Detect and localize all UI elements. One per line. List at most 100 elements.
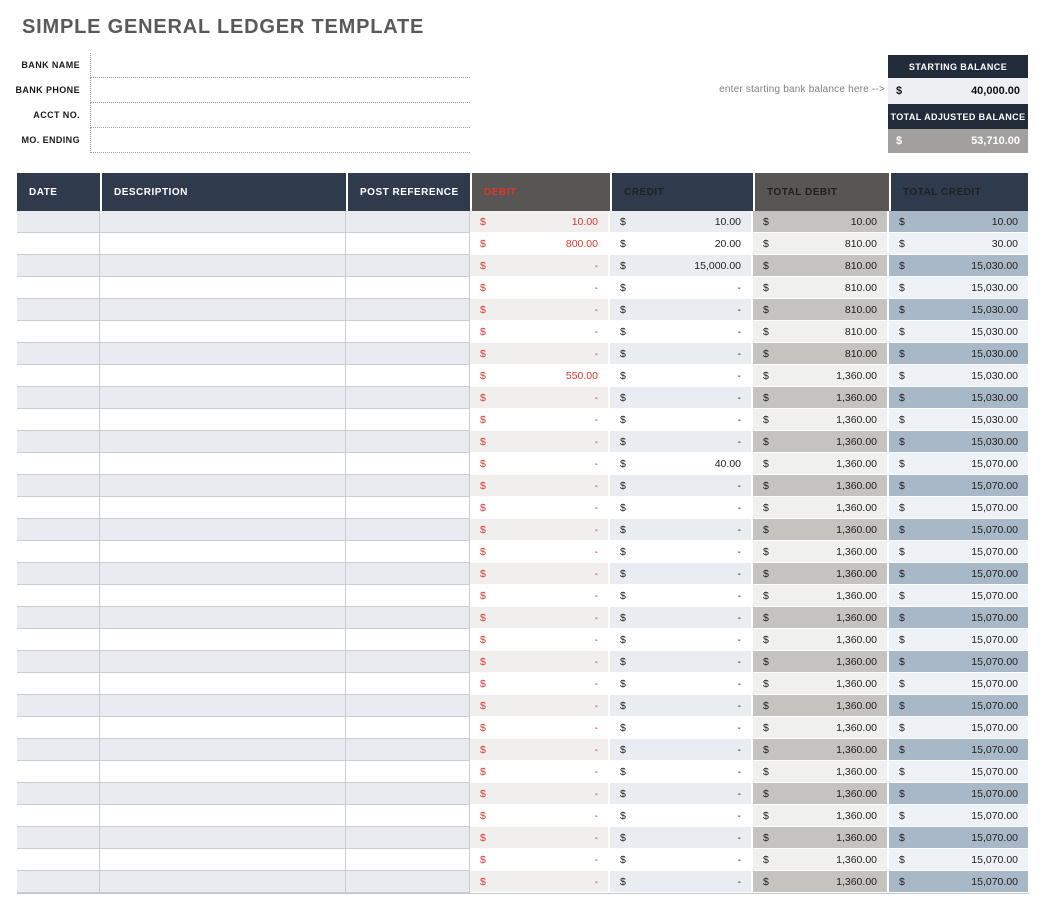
- ledger-cell-credit[interactable]: $ -: [610, 497, 753, 519]
- ledger-cell-date[interactable]: [17, 321, 100, 343]
- ledger-cell-post-reference[interactable]: [346, 871, 470, 893]
- ledger-cell-post-reference[interactable]: [346, 387, 470, 409]
- ledger-cell-description[interactable]: [100, 519, 346, 541]
- ledger-cell-post-reference[interactable]: [346, 563, 470, 585]
- ledger-cell-total-debit[interactable]: $810.00: [753, 321, 889, 343]
- ledger-cell-debit[interactable]: $ -: [470, 541, 610, 563]
- ledger-cell-total-credit[interactable]: $15,070.00: [889, 607, 1028, 629]
- ledger-cell-total-debit[interactable]: $1,360.00: [753, 365, 889, 387]
- ledger-cell-description[interactable]: [100, 475, 346, 497]
- ledger-cell-post-reference[interactable]: [346, 541, 470, 563]
- ledger-cell-date[interactable]: [17, 607, 100, 629]
- ledger-cell-date[interactable]: [17, 299, 100, 321]
- ledger-cell-description[interactable]: [100, 871, 346, 893]
- ledger-cell-total-debit[interactable]: $1,360.00: [753, 475, 889, 497]
- ledger-cell-total-debit[interactable]: $1,360.00: [753, 607, 889, 629]
- ledger-cell-description[interactable]: [100, 827, 346, 849]
- ledger-cell-total-debit[interactable]: $1,360.00: [753, 387, 889, 409]
- ledger-cell-description[interactable]: [100, 739, 346, 761]
- ledger-cell-description[interactable]: [100, 233, 346, 255]
- ledger-cell-total-credit[interactable]: $15,070.00: [889, 739, 1028, 761]
- ledger-cell-credit[interactable]: $ -: [610, 387, 753, 409]
- ledger-cell-post-reference[interactable]: [346, 299, 470, 321]
- ledger-cell-date[interactable]: [17, 541, 100, 563]
- acct-no-input[interactable]: [90, 103, 470, 128]
- ledger-cell-credit[interactable]: $15,000.00: [610, 255, 753, 277]
- ledger-cell-post-reference[interactable]: [346, 233, 470, 255]
- ledger-cell-total-debit[interactable]: $1,360.00: [753, 673, 889, 695]
- ledger-cell-total-debit[interactable]: $1,360.00: [753, 629, 889, 651]
- ledger-cell-description[interactable]: [100, 365, 346, 387]
- ledger-cell-date[interactable]: [17, 409, 100, 431]
- ledger-cell-total-credit[interactable]: $15,070.00: [889, 519, 1028, 541]
- ledger-cell-credit[interactable]: $40.00: [610, 453, 753, 475]
- ledger-cell-total-debit[interactable]: $1,360.00: [753, 519, 889, 541]
- ledger-cell-debit[interactable]: $ -: [470, 321, 610, 343]
- ledger-cell-date[interactable]: [17, 563, 100, 585]
- ledger-cell-total-debit[interactable]: $1,360.00: [753, 585, 889, 607]
- ledger-cell-credit[interactable]: $ -: [610, 277, 753, 299]
- ledger-cell-post-reference[interactable]: [346, 673, 470, 695]
- ledger-cell-date[interactable]: [17, 365, 100, 387]
- ledger-cell-description[interactable]: [100, 387, 346, 409]
- ledger-cell-date[interactable]: [17, 717, 100, 739]
- ledger-cell-description[interactable]: [100, 673, 346, 695]
- ledger-cell-credit[interactable]: $ -: [610, 519, 753, 541]
- ledger-cell-total-credit[interactable]: $15,070.00: [889, 651, 1028, 673]
- ledger-cell-credit[interactable]: $ -: [610, 717, 753, 739]
- ledger-cell-description[interactable]: [100, 849, 346, 871]
- ledger-cell-post-reference[interactable]: [346, 519, 470, 541]
- ledger-cell-date[interactable]: [17, 585, 100, 607]
- ledger-cell-date[interactable]: [17, 277, 100, 299]
- ledger-cell-total-debit[interactable]: $810.00: [753, 255, 889, 277]
- ledger-cell-date[interactable]: [17, 431, 100, 453]
- ledger-cell-debit[interactable]: $ -: [470, 453, 610, 475]
- ledger-cell-debit[interactable]: $ -: [470, 717, 610, 739]
- ledger-cell-credit[interactable]: $ -: [610, 409, 753, 431]
- mo-ending-input[interactable]: [90, 128, 470, 153]
- ledger-cell-description[interactable]: [100, 541, 346, 563]
- ledger-cell-total-credit[interactable]: $15,070.00: [889, 805, 1028, 827]
- ledger-cell-description[interactable]: [100, 431, 346, 453]
- ledger-cell-credit[interactable]: $ -: [610, 739, 753, 761]
- ledger-cell-total-debit[interactable]: $1,360.00: [753, 453, 889, 475]
- ledger-cell-description[interactable]: [100, 783, 346, 805]
- ledger-cell-debit[interactable]: $ -: [470, 497, 610, 519]
- ledger-cell-post-reference[interactable]: [346, 343, 470, 365]
- ledger-cell-post-reference[interactable]: [346, 805, 470, 827]
- ledger-cell-debit[interactable]: $ -: [470, 695, 610, 717]
- ledger-cell-total-credit[interactable]: $15,070.00: [889, 453, 1028, 475]
- ledger-cell-credit[interactable]: $ -: [610, 585, 753, 607]
- ledger-cell-debit[interactable]: $550.00: [470, 365, 610, 387]
- ledger-cell-date[interactable]: [17, 849, 100, 871]
- ledger-cell-post-reference[interactable]: [346, 475, 470, 497]
- ledger-cell-total-debit[interactable]: $1,360.00: [753, 695, 889, 717]
- ledger-cell-date[interactable]: [17, 233, 100, 255]
- ledger-cell-debit[interactable]: $ -: [470, 849, 610, 871]
- ledger-cell-description[interactable]: [100, 321, 346, 343]
- ledger-cell-post-reference[interactable]: [346, 827, 470, 849]
- ledger-cell-credit[interactable]: $ -: [610, 871, 753, 893]
- ledger-cell-total-debit[interactable]: $810.00: [753, 299, 889, 321]
- ledger-cell-post-reference[interactable]: [346, 651, 470, 673]
- ledger-cell-total-credit[interactable]: $15,030.00: [889, 387, 1028, 409]
- ledger-cell-debit[interactable]: $ -: [470, 585, 610, 607]
- ledger-cell-total-credit[interactable]: $15,030.00: [889, 365, 1028, 387]
- ledger-cell-credit[interactable]: $ -: [610, 563, 753, 585]
- ledger-cell-total-credit[interactable]: $30.00: [889, 233, 1028, 255]
- ledger-cell-post-reference[interactable]: [346, 783, 470, 805]
- ledger-cell-debit[interactable]: $ -: [470, 651, 610, 673]
- ledger-cell-description[interactable]: [100, 585, 346, 607]
- ledger-cell-description[interactable]: [100, 805, 346, 827]
- ledger-cell-description[interactable]: [100, 717, 346, 739]
- bank-phone-input[interactable]: [90, 78, 470, 103]
- ledger-cell-total-credit[interactable]: $15,070.00: [889, 475, 1028, 497]
- ledger-cell-post-reference[interactable]: [346, 607, 470, 629]
- ledger-cell-date[interactable]: [17, 739, 100, 761]
- ledger-cell-post-reference[interactable]: [346, 695, 470, 717]
- ledger-cell-total-debit[interactable]: $1,360.00: [753, 761, 889, 783]
- ledger-cell-debit[interactable]: $ -: [470, 673, 610, 695]
- ledger-cell-date[interactable]: [17, 453, 100, 475]
- ledger-cell-debit[interactable]: $10.00: [470, 211, 610, 233]
- ledger-cell-total-credit[interactable]: $15,070.00: [889, 849, 1028, 871]
